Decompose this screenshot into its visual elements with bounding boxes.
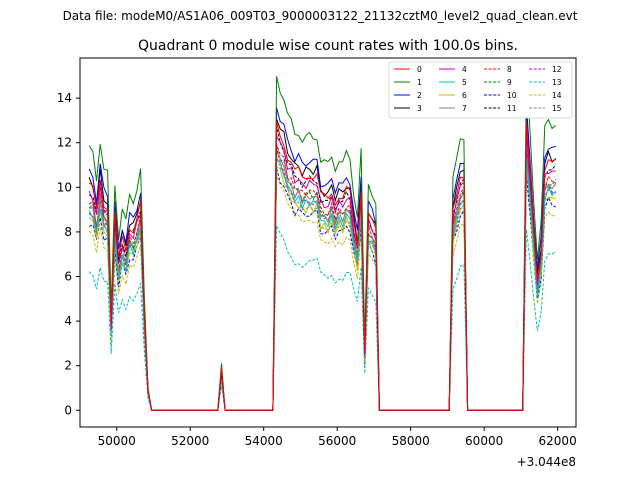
- y-tick-label: 8: [64, 225, 72, 239]
- y-tick-label: 14: [57, 91, 72, 105]
- legend-label-5: 5: [462, 78, 467, 87]
- legend-label-12: 12: [552, 65, 562, 74]
- series-0-line: [88, 120, 556, 411]
- plot-area: [88, 74, 557, 411]
- axes-frame: [79, 57, 577, 428]
- suptitle: Data file: modeM0/AS1A06_009T03_90000031…: [63, 9, 578, 23]
- legend-label-14: 14: [552, 91, 562, 100]
- x-tick-label: 56000: [318, 434, 356, 448]
- legend-label-1: 1: [417, 78, 422, 87]
- x-tick-label: 50000: [98, 434, 136, 448]
- legend-label-13: 13: [552, 78, 562, 87]
- x-tick-label: 58000: [392, 434, 430, 448]
- y-tick-label: 2: [64, 359, 72, 373]
- legend-label-15: 15: [552, 104, 562, 113]
- y-axis: 0 2 4 6 8 10 12 14: [57, 91, 80, 417]
- y-tick-label: 0: [64, 403, 72, 417]
- legend-label-3: 3: [417, 104, 422, 113]
- legend-label-8: 8: [507, 65, 512, 74]
- y-tick-label: 12: [57, 136, 72, 150]
- y-tick-label: 6: [64, 270, 72, 284]
- legend-label-4: 4: [462, 65, 467, 74]
- y-tick-label: 4: [64, 314, 72, 328]
- x-tick-label: 60000: [465, 434, 503, 448]
- legend-label-11: 11: [507, 104, 517, 113]
- chart-title: Quadrant 0 module wise count rates with …: [138, 38, 518, 54]
- x-offset-label: +3.044e8: [517, 455, 576, 469]
- legend-label-2: 2: [417, 91, 422, 100]
- legend-label-0: 0: [417, 65, 422, 74]
- x-axis: 50000 52000 54000 56000 58000 60000 62000: [98, 427, 577, 448]
- y-tick-label: 10: [57, 180, 72, 194]
- legend-frame: [388, 61, 573, 119]
- x-tick-label: 52000: [171, 434, 209, 448]
- x-tick-label: 62000: [539, 434, 577, 448]
- legend-label-7: 7: [462, 104, 467, 113]
- legend-label-6: 6: [462, 91, 467, 100]
- legend-label-9: 9: [507, 78, 512, 87]
- legend-label-10: 10: [507, 91, 517, 100]
- x-tick-label: 54000: [245, 434, 283, 448]
